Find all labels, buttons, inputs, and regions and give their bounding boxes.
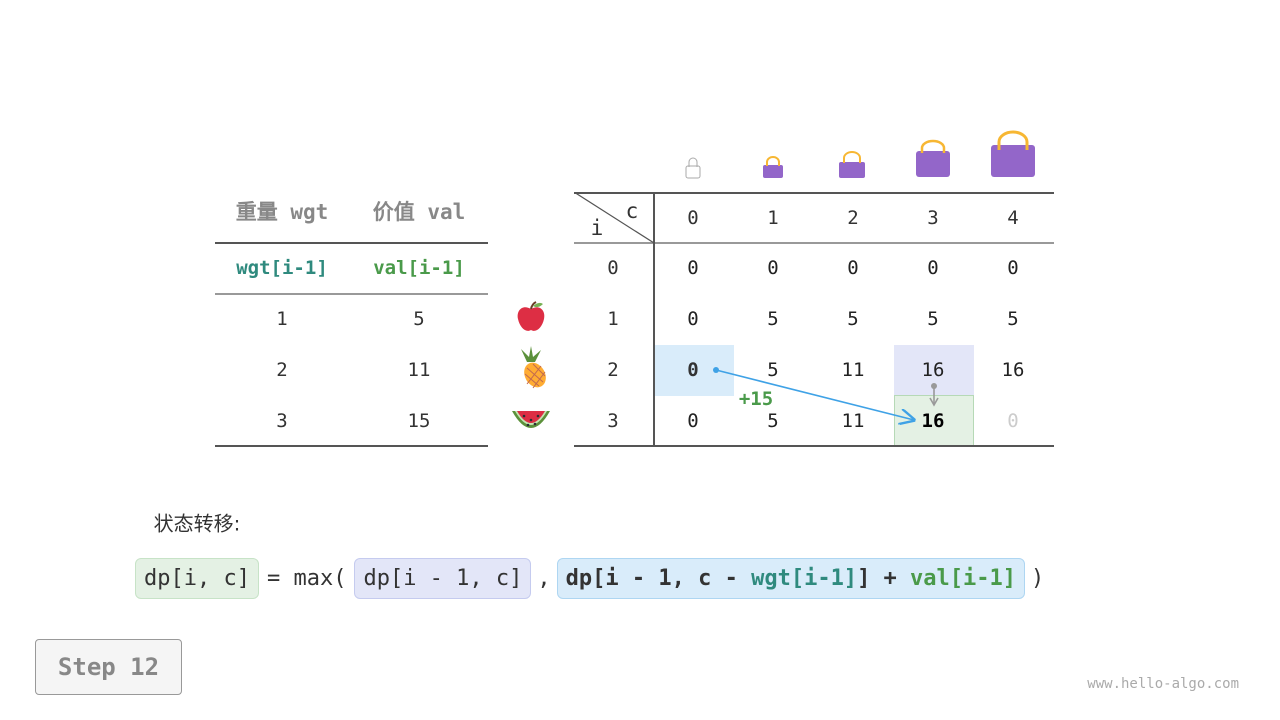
subheader-val: val[i-1] xyxy=(373,257,465,279)
row-header: 3 xyxy=(607,410,619,432)
item-value: 11 xyxy=(407,359,431,381)
dp-cell: 16 xyxy=(921,359,945,381)
divider xyxy=(574,242,1054,244)
dp-cell: 11 xyxy=(841,410,865,432)
divider xyxy=(574,445,1054,447)
col-header: 0 xyxy=(687,207,699,229)
formula-comma: , xyxy=(537,566,551,591)
item-value: 5 xyxy=(413,308,425,330)
bag-icon xyxy=(839,151,865,178)
formula-lhs: dp[i, c] xyxy=(135,558,259,599)
formula-max: = max( xyxy=(266,566,347,591)
row-header: 1 xyxy=(607,308,619,330)
dp-cell: 5 xyxy=(847,308,859,330)
transition-label: 状态转移: xyxy=(153,511,241,536)
formula-text: dp[i - 1, c - xyxy=(565,566,752,591)
item-weight: 2 xyxy=(276,359,288,381)
dp-cell: 5 xyxy=(767,359,779,381)
formula-close: ) xyxy=(1031,566,1045,591)
formula-text: ] + xyxy=(857,566,911,591)
gray-arrow xyxy=(929,383,939,407)
divider xyxy=(215,445,488,447)
header-weight: 重量 wgt xyxy=(235,200,329,224)
formula-option-take: dp[i - 1, c - wgt[i-1]] + val[i-1] xyxy=(556,558,1026,599)
transition-formula: dp[i, c] = max( dp[i - 1, c] , dp[i - 1,… xyxy=(135,558,1044,599)
formula-val: val[i-1] xyxy=(910,566,1017,591)
dp-cell: 0 xyxy=(767,257,779,279)
dp-cell: 5 xyxy=(927,308,939,330)
dp-cell: 0 xyxy=(847,257,859,279)
divider xyxy=(653,192,655,446)
row-header: 0 xyxy=(607,257,619,279)
value-annotation: +15 xyxy=(738,388,774,410)
dp-cell: 5 xyxy=(767,308,779,330)
col-header: 3 xyxy=(927,207,939,229)
subheader-wgt: wgt[i-1] xyxy=(236,257,328,279)
item-value: 15 xyxy=(407,410,431,432)
bag-icon xyxy=(916,139,950,177)
blue-arrow xyxy=(713,367,914,420)
dp-cell: 0 xyxy=(1007,257,1019,279)
dp-cell: 11 xyxy=(841,359,865,381)
dp-cell: 5 xyxy=(1007,308,1019,330)
divider xyxy=(215,293,488,295)
dp-cell: 0 xyxy=(687,257,699,279)
col-header: 4 xyxy=(1007,207,1019,229)
watermark: www.hello-algo.com xyxy=(1087,676,1239,692)
dp-cell: 0 xyxy=(1007,410,1019,432)
bag-icon xyxy=(991,130,1035,177)
divider xyxy=(574,192,1054,194)
item-weight: 1 xyxy=(276,308,288,330)
step-indicator: Step 12 xyxy=(35,639,182,695)
row-header: 2 xyxy=(607,359,619,381)
dp-cell: 16 xyxy=(1001,359,1025,381)
row-axis-label: i xyxy=(590,216,604,240)
col-header: 1 xyxy=(767,207,779,229)
col-header: 2 xyxy=(847,207,859,229)
bag-icons xyxy=(685,130,1035,179)
dp-cell: 0 xyxy=(927,257,939,279)
divider xyxy=(215,242,488,244)
col-axis-label: c xyxy=(625,199,639,223)
dp-cell: 16 xyxy=(921,410,945,432)
dp-cell: 0 xyxy=(687,359,699,381)
apple-icon xyxy=(517,301,545,331)
dp-cell: 5 xyxy=(767,410,779,432)
dp-cell: 0 xyxy=(687,410,699,432)
header-value: 价值 val xyxy=(372,200,466,224)
watermelon-icon xyxy=(512,411,550,428)
formula-option-skip: dp[i - 1, c] xyxy=(354,558,532,599)
bag-icon xyxy=(763,156,783,178)
formula-wgt: wgt[i-1] xyxy=(751,566,858,591)
dp-cell: 0 xyxy=(687,308,699,330)
pineapple-icon xyxy=(521,346,546,389)
bag-icon xyxy=(685,157,701,179)
item-weight: 3 xyxy=(276,410,288,432)
corner-diagonal xyxy=(574,192,654,243)
